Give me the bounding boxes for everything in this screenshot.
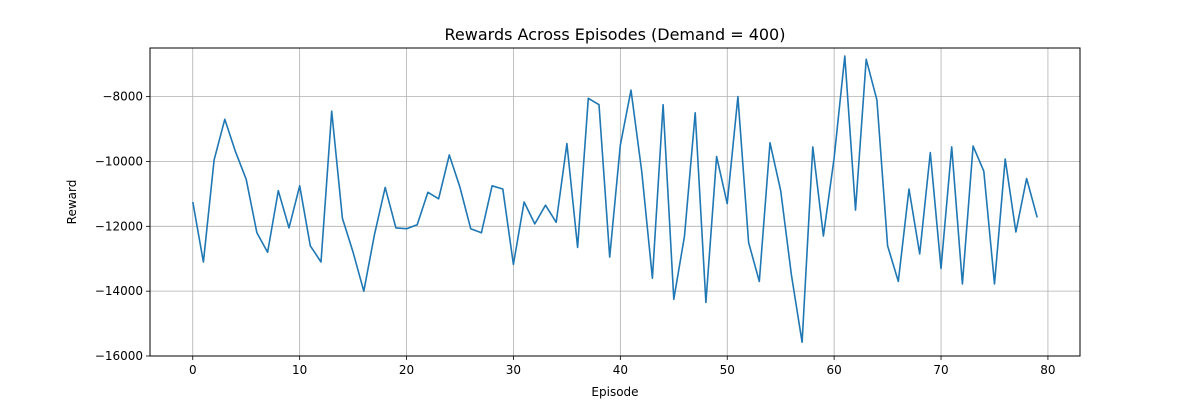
y-tick-label: −10000 <box>95 154 143 168</box>
x-tick-label: 60 <box>826 363 841 377</box>
y-axis-title: Reward <box>65 180 79 225</box>
x-tick-label: 40 <box>613 363 628 377</box>
y-tick-label: −8000 <box>102 90 143 104</box>
x-tick-label: 70 <box>933 363 948 377</box>
y-axis-ticks: −16000 −14000 −12000 −10000 −8000 <box>95 90 150 363</box>
y-tick-label: −12000 <box>95 219 143 233</box>
series-line <box>192 55 1038 344</box>
x-tick-label: 30 <box>506 363 521 377</box>
x-tick-label: 20 <box>399 363 414 377</box>
x-tick-label: 80 <box>1040 363 1055 377</box>
x-tick-label: 10 <box>292 363 307 377</box>
y-tick-label: −16000 <box>95 349 143 363</box>
x-tick-label: 0 <box>189 363 197 377</box>
plot-frame <box>149 47 1081 357</box>
series-group <box>192 55 1038 344</box>
chart-title: Rewards Across Episodes (Demand = 400) <box>445 25 786 44</box>
x-axis-ticks: 0 10 20 30 40 50 60 70 80 <box>189 356 1056 377</box>
y-tick-label: −14000 <box>95 284 143 298</box>
x-axis-title: Episode <box>591 385 638 399</box>
x-tick-label: 50 <box>720 363 735 377</box>
